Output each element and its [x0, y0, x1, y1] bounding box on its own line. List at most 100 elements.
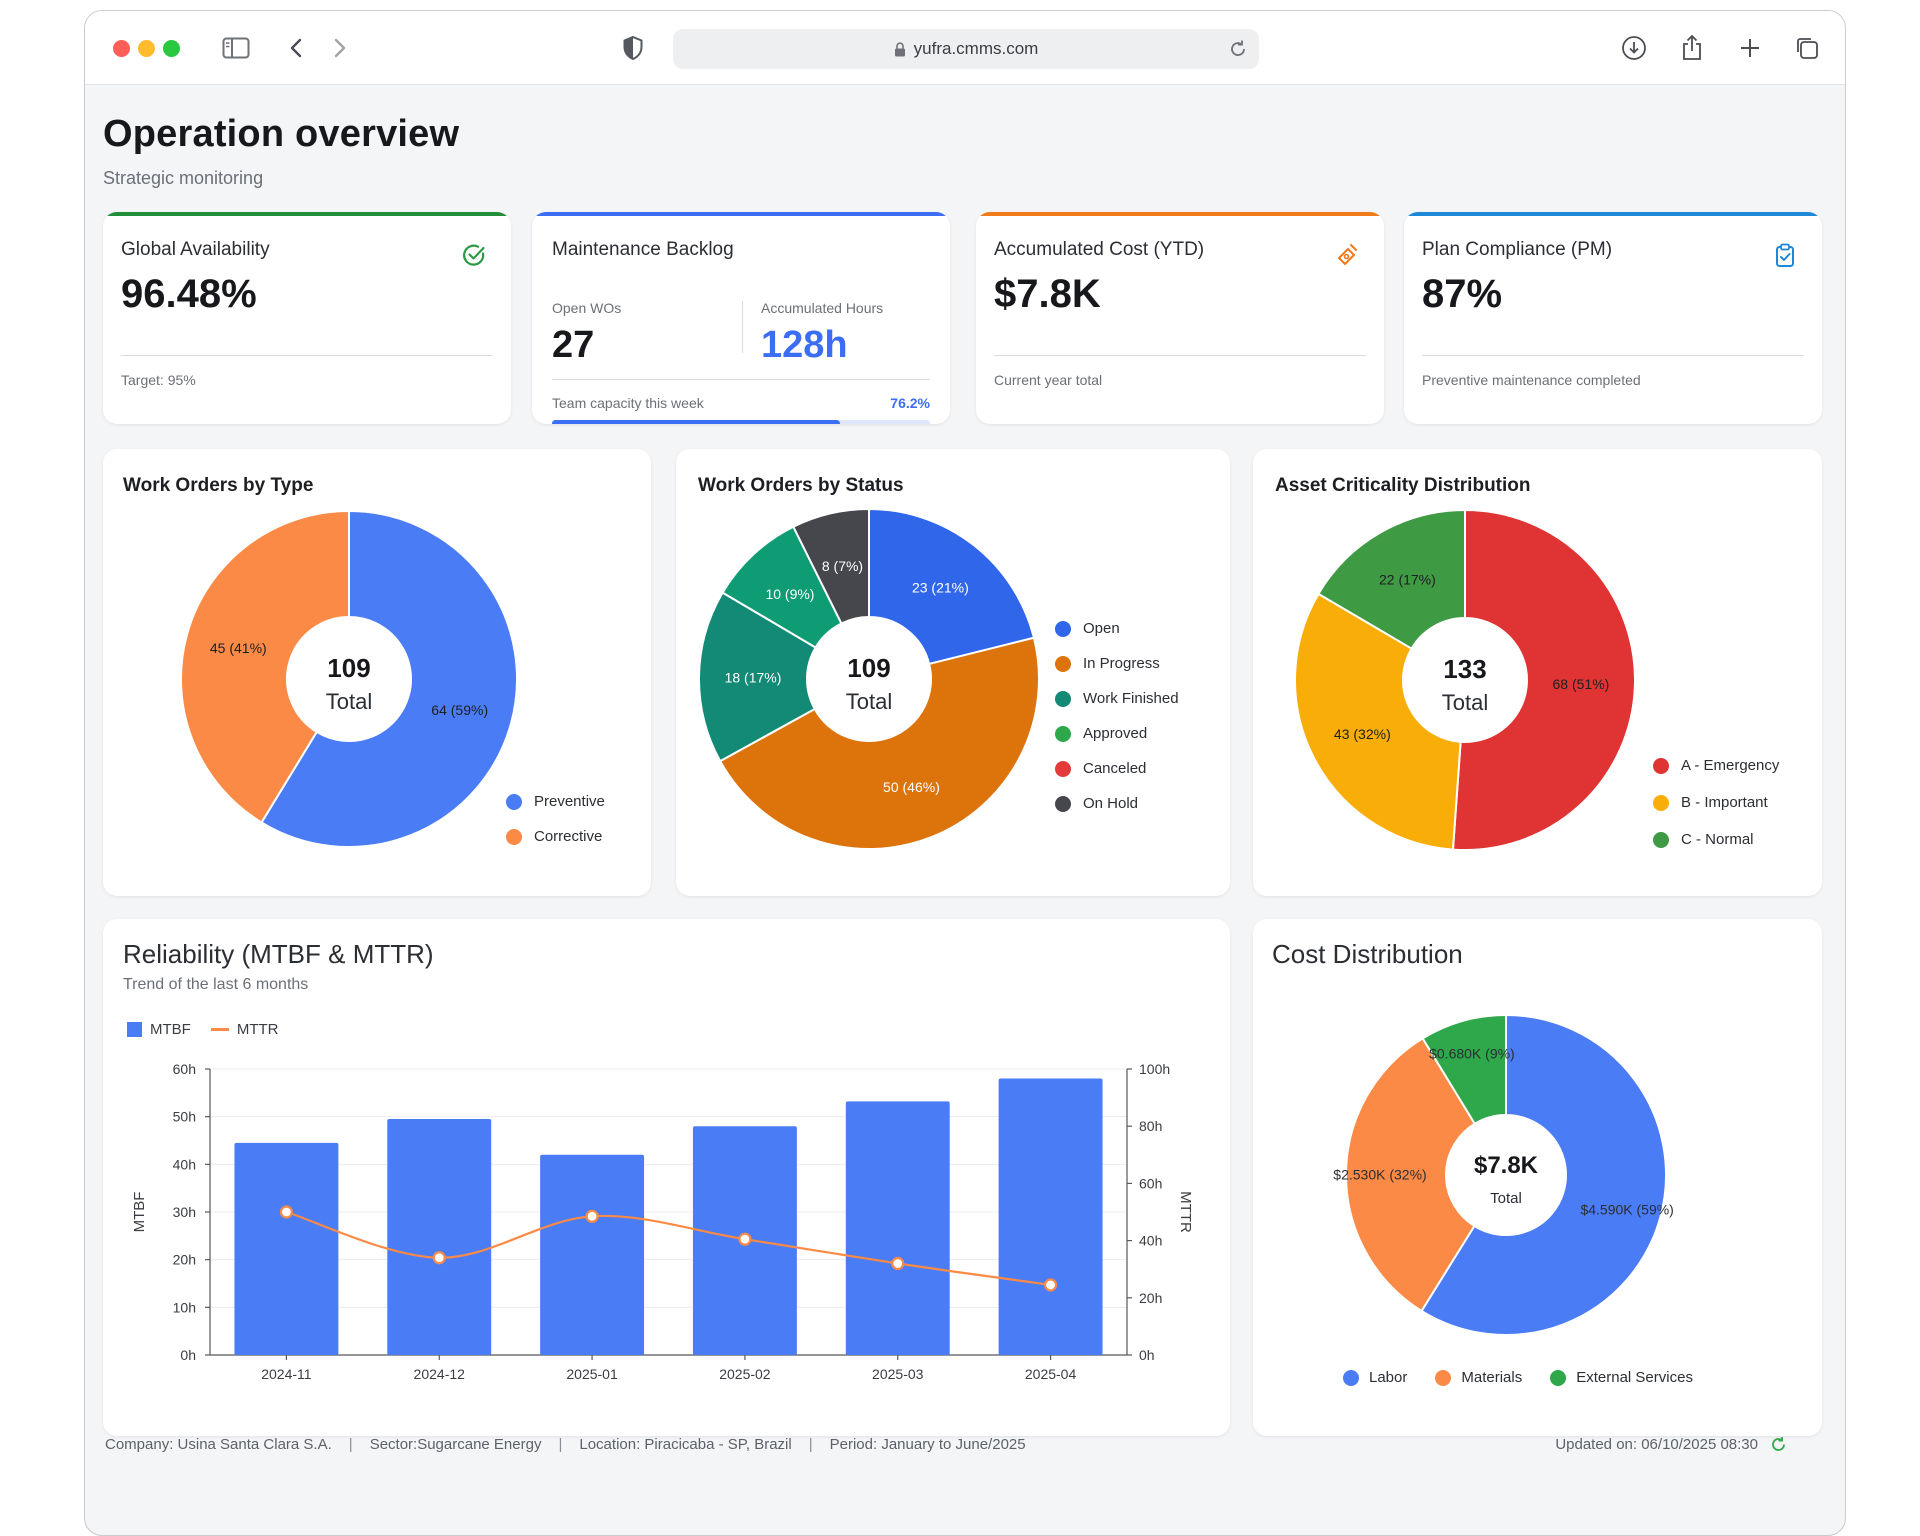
close-window-button[interactable] — [113, 40, 130, 57]
legend-label-mtbf[interactable]: MTBF — [150, 1021, 191, 1038]
kpi-value: 87% — [1422, 272, 1503, 316]
legend-item-canceled[interactable]: Canceled — [1055, 751, 1179, 786]
y-tick-label-right: 100h — [1139, 1061, 1170, 1077]
kpi-value: 96.48% — [121, 272, 257, 316]
chart-title: Cost Distribution — [1272, 939, 1463, 969]
zoom-window-button[interactable] — [163, 40, 180, 57]
legend-item-preventive[interactable]: Preventive — [506, 784, 605, 819]
legend-swatch — [1055, 725, 1071, 742]
open-wos-label: Open WOs — [552, 300, 622, 316]
legend-item-labor[interactable]: Labor — [1343, 1369, 1407, 1386]
chart-legend: Labor Materials External Services — [1343, 1369, 1693, 1386]
kpi-note: Target: 95% — [121, 372, 196, 388]
chart-title: Reliability (MTBF & MTTR) — [123, 939, 434, 969]
chart-legend: Preventive Corrective — [506, 784, 605, 854]
legend-item-open[interactable]: Open — [1055, 611, 1179, 646]
capacity-progress-fill — [552, 420, 841, 424]
slice-work-finished — [698, 591, 817, 763]
slice-label-on-hold: 8 (7%) — [822, 558, 863, 574]
slice-preventive — [260, 509, 518, 848]
bar-mtbf-2024-11 — [234, 1142, 339, 1355]
legend-item-a-emergency[interactable]: A - Emergency — [1653, 747, 1779, 784]
footer-sector: Sector:Sugarcane Energy — [369, 1436, 542, 1453]
address-bar[interactable]: yufra.cmms.com — [673, 29, 1259, 69]
legend-label: Open — [1083, 620, 1120, 637]
capacity-progress-track — [552, 420, 930, 424]
page-title: Operation overview — [103, 113, 460, 155]
legend-item-b-important[interactable]: B - Important — [1653, 784, 1779, 821]
slice-a-emergency — [1451, 508, 1637, 851]
footer-company: Company: Usina Santa Clara S.A. — [105, 1436, 332, 1453]
legend-item-c-normal[interactable]: C - Normal — [1653, 821, 1779, 858]
chart-legend: MTBF MTTR — [127, 1021, 278, 1038]
bar-mtbf-2025-01 — [540, 1154, 645, 1355]
sidebar-toggle-icon[interactable] — [219, 31, 253, 65]
refresh-icon[interactable] — [1770, 1436, 1787, 1453]
chart-card-asset-criticality: Asset Criticality Distribution 68 (51%) 4… — [1253, 449, 1822, 896]
legend-item-external-services[interactable]: External Services — [1550, 1369, 1693, 1386]
new-tab-icon[interactable] — [1733, 31, 1767, 65]
bar-mtbf-2025-03 — [845, 1101, 950, 1355]
back-icon[interactable] — [279, 31, 313, 65]
divider — [121, 355, 493, 356]
mttr-point-2025-01 — [585, 1209, 599, 1223]
divider — [994, 355, 1366, 356]
slice-corrective — [180, 509, 350, 824]
legend-swatch — [506, 828, 522, 845]
slice-labor — [1420, 1013, 1667, 1336]
mttr-line — [286, 1210, 1051, 1287]
y-tick-label-left: 0h — [180, 1347, 196, 1363]
slice-label-work-finished: 18 (17%) — [725, 669, 782, 685]
legend-label: C - Normal — [1681, 831, 1754, 848]
legend-item-corrective[interactable]: Corrective — [506, 819, 605, 854]
y-tick-label-right: 40h — [1139, 1233, 1162, 1249]
legend-label: Preventive — [534, 793, 605, 810]
browser-window: yufra.cmms.com Operation overview Strate… — [84, 10, 1846, 1536]
slice-open — [868, 507, 1036, 666]
kpi-note: Preventive maintenance completed — [1422, 372, 1641, 388]
footer-separator: | — [808, 1436, 813, 1453]
download-icon[interactable] — [1617, 31, 1651, 65]
y-tick-label-left: 50h — [173, 1109, 196, 1125]
forward-icon[interactable] — [323, 31, 357, 65]
legend-item-in-progress[interactable]: In Progress — [1055, 646, 1179, 681]
money-icon — [1334, 242, 1360, 268]
legend-item-materials[interactable]: Materials — [1435, 1369, 1522, 1386]
minimize-window-button[interactable] — [138, 40, 155, 57]
slice-label-materials: $2.530K (32%) — [1333, 1166, 1426, 1182]
asset-criticality-donut: 68 (51%) 43 (32%) 22 (17%) 133 Total — [1294, 508, 1637, 851]
accumulated-hours-value: 128h — [761, 324, 848, 366]
chart-subtitle: Trend of the last 6 months — [123, 976, 309, 993]
team-capacity-label: Team capacity this week — [552, 395, 704, 411]
donut-center-label: Total — [846, 689, 892, 714]
legend-item-work-finished[interactable]: Work Finished — [1055, 681, 1179, 716]
legend-label: B - Important — [1681, 794, 1768, 811]
kpi-title: Plan Compliance (PM) — [1422, 239, 1613, 260]
browser-toolbar: yufra.cmms.com — [85, 11, 1845, 85]
privacy-shield-icon[interactable] — [616, 31, 650, 65]
donut-center-value: 109 — [847, 653, 890, 683]
chart-card-cost-distribution: Cost Distribution $4.590K (59%) $2.530K (… — [1253, 919, 1822, 1436]
chart-title: Asset Criticality Distribution — [1275, 475, 1531, 496]
kpi-card-backlog: Maintenance Backlog Open WOs 27 Accumula… — [532, 212, 950, 424]
work-orders-by-status-donut: 23 (21%) 50 (46%) 18 (17%) 10 (9%) 8 (7%) 109… — [698, 507, 1040, 851]
y-tick-label-left: 30h — [173, 1204, 196, 1220]
slice-label-open: 23 (21%) — [912, 580, 969, 596]
legend-label-mttr[interactable]: MTTR — [236, 1021, 279, 1038]
footer-location: Location: Piracicaba - SP, Brazil — [579, 1436, 792, 1453]
kpi-accent-bar — [1404, 212, 1822, 216]
kpi-accent-bar — [976, 212, 1384, 216]
share-icon[interactable] — [1675, 31, 1709, 65]
legend-swatch-mttr — [210, 1028, 229, 1031]
legend-item-approved[interactable]: Approved — [1055, 716, 1179, 751]
legend-label: Corrective — [534, 828, 603, 845]
legend-item-on-hold[interactable]: On Hold — [1055, 786, 1179, 821]
y-axis-title-right: MTTR — [1177, 1191, 1194, 1233]
slice-label-approved: 10 (9%) — [765, 586, 814, 602]
slice-label-external-services: $0.680K (9%) — [1429, 1046, 1515, 1062]
tab-overview-icon[interactable] — [1790, 31, 1824, 65]
reload-icon[interactable] — [1227, 38, 1249, 65]
x-tick-label: 2025-02 — [719, 1366, 771, 1382]
legend-swatch-mtbf — [127, 1022, 142, 1037]
legend-label: Labor — [1369, 1369, 1408, 1386]
